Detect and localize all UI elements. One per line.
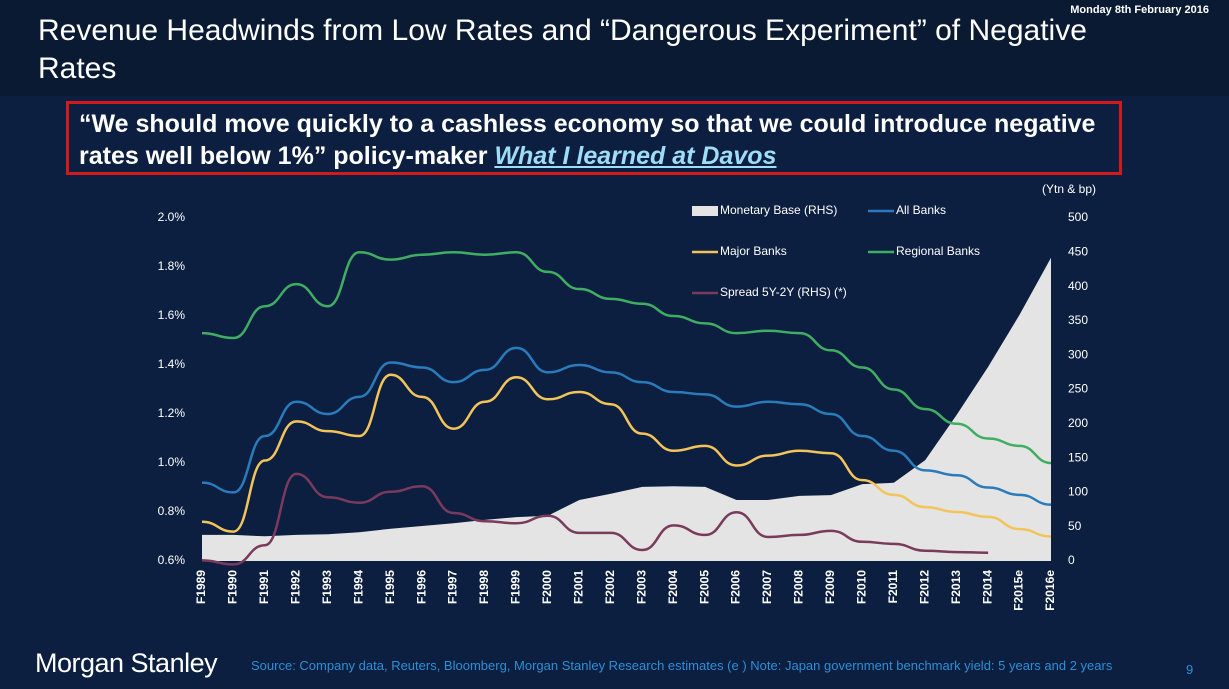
x-tick-label: F1990 <box>226 570 240 604</box>
x-tick-label: F1997 <box>446 570 460 604</box>
x-tick-label: F2011 <box>886 570 900 604</box>
x-tick-label: F1998 <box>477 570 491 604</box>
x-tick-label: F2004 <box>666 570 680 604</box>
y2-tick-label: 100 <box>1068 485 1088 499</box>
legend-label: All Banks <box>896 203 946 217</box>
line <box>201 251 1052 465</box>
page-number: 9 <box>1186 662 1194 677</box>
x-tick-label: F2002 <box>603 570 617 604</box>
quote-box: “We should move quickly to a cashless ec… <box>66 101 1122 175</box>
x-tick-label: F2012 <box>917 570 931 604</box>
y2-tick-label: 150 <box>1068 450 1088 464</box>
y-tick-label: 1.0% <box>158 455 186 469</box>
source: Source: Company data, Reuters, Bloomberg… <box>251 658 1113 673</box>
y2-tick-label: 350 <box>1068 313 1088 327</box>
y2-tick-label: 500 <box>1068 210 1088 224</box>
x-tick-label: F2008 <box>792 570 806 604</box>
y-tick-label: 1.6% <box>158 308 186 322</box>
title-bar <box>0 0 1229 96</box>
x-tick-label: F1999 <box>509 570 523 604</box>
legend-label: Monetary Base (RHS) <box>720 203 837 217</box>
y2-tick-label: 400 <box>1068 279 1088 293</box>
chart: (Ytn & bp) 0.6% 0.8% 1.0% 1.2% 1.4% 1.6% 1.8% 2… <box>158 182 1096 611</box>
x-tick-label: F2010 <box>855 570 869 604</box>
x-tick-label: F2001 <box>572 570 586 604</box>
x-tick-label: F2009 <box>823 570 837 604</box>
y2-tick-label: 200 <box>1068 416 1088 430</box>
x-tick-label: F2007 <box>760 570 774 604</box>
y-tick-label: 0.8% <box>158 504 186 518</box>
slide-title: Revenue Headwinds from Low Rates and “Da… <box>38 14 1087 85</box>
x-tick-label: F2013 <box>949 570 963 604</box>
x-tick-label: F2005 <box>697 570 711 604</box>
legend-label: Spread 5Y-2Y (RHS) (*) <box>720 285 847 299</box>
x-tick-label: F1996 <box>414 570 428 604</box>
x-tick-label: F2003 <box>634 570 648 604</box>
x-tick-label: F2014 <box>980 570 994 604</box>
legend-label: Major Banks <box>720 244 787 258</box>
y-tick-label: 1.2% <box>158 406 186 420</box>
y2-tick-label: 250 <box>1068 382 1088 396</box>
y2-tick-label: 300 <box>1068 347 1088 361</box>
y-tick-label: 1.4% <box>158 357 186 371</box>
x-tick-label: F1993 <box>320 570 334 604</box>
y2-axis-label: (Ytn & bp) <box>1042 182 1096 196</box>
legend-swatch <box>692 206 718 216</box>
x-tick-label: F2015e <box>1012 570 1026 611</box>
area <box>202 257 1051 561</box>
line <box>201 472 989 566</box>
line <box>201 346 1052 506</box>
x-tick-label: F1992 <box>289 570 303 604</box>
x-tick-label: F1994 <box>351 570 365 604</box>
y2-tick-label: 0 <box>1068 553 1075 567</box>
y-tick-label: 2.0% <box>158 210 186 224</box>
y-tick-label: 0.6% <box>158 553 186 567</box>
legend-label: Regional Banks <box>896 244 980 258</box>
y-tick-label: 1.8% <box>158 259 186 273</box>
line <box>201 373 1052 538</box>
y2-tick-label: 50 <box>1068 519 1082 533</box>
x-tick-label: F2016e <box>1043 570 1057 611</box>
x-tick-label: F1989 <box>194 570 208 604</box>
y2-tick-label: 450 <box>1068 244 1088 258</box>
link[interactable]: What I learned at Davos <box>494 142 777 170</box>
x-tick-label: F1995 <box>383 570 397 604</box>
quote: “We should move quickly to a cashless ec… <box>79 110 1096 170</box>
date: Monday 8th February 2016 <box>1070 4 1209 16</box>
x-tick-label: F2000 <box>540 570 554 604</box>
x-tick-label: F1991 <box>257 570 271 604</box>
logo: Morgan Stanley <box>35 648 218 678</box>
x-tick-label: F2006 <box>729 570 743 604</box>
